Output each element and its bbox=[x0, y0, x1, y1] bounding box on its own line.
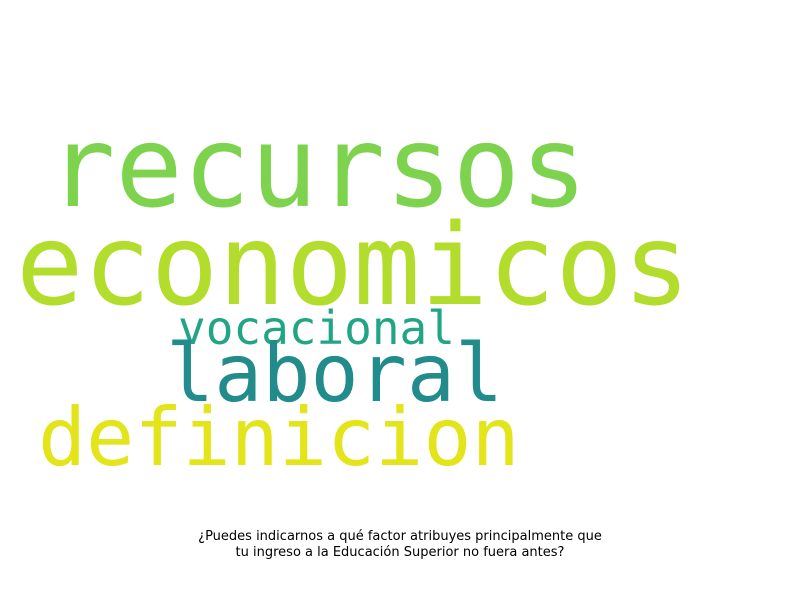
word-laboral: laboral bbox=[166, 327, 504, 420]
caption-line-1: ¿Puedes indicarnos a qué factor atribuye… bbox=[198, 529, 602, 544]
word-recursos: recursos bbox=[48, 103, 588, 233]
word-vocacional: vocacional bbox=[178, 301, 455, 355]
figure-caption: ¿Puedes indicarnos a qué factor atribuye… bbox=[150, 529, 650, 561]
word-economicos: economicos bbox=[16, 201, 691, 331]
caption-line-2: tu ingreso a la Educación Superior no fu… bbox=[235, 545, 565, 560]
word-definicion: definicion bbox=[38, 391, 520, 484]
